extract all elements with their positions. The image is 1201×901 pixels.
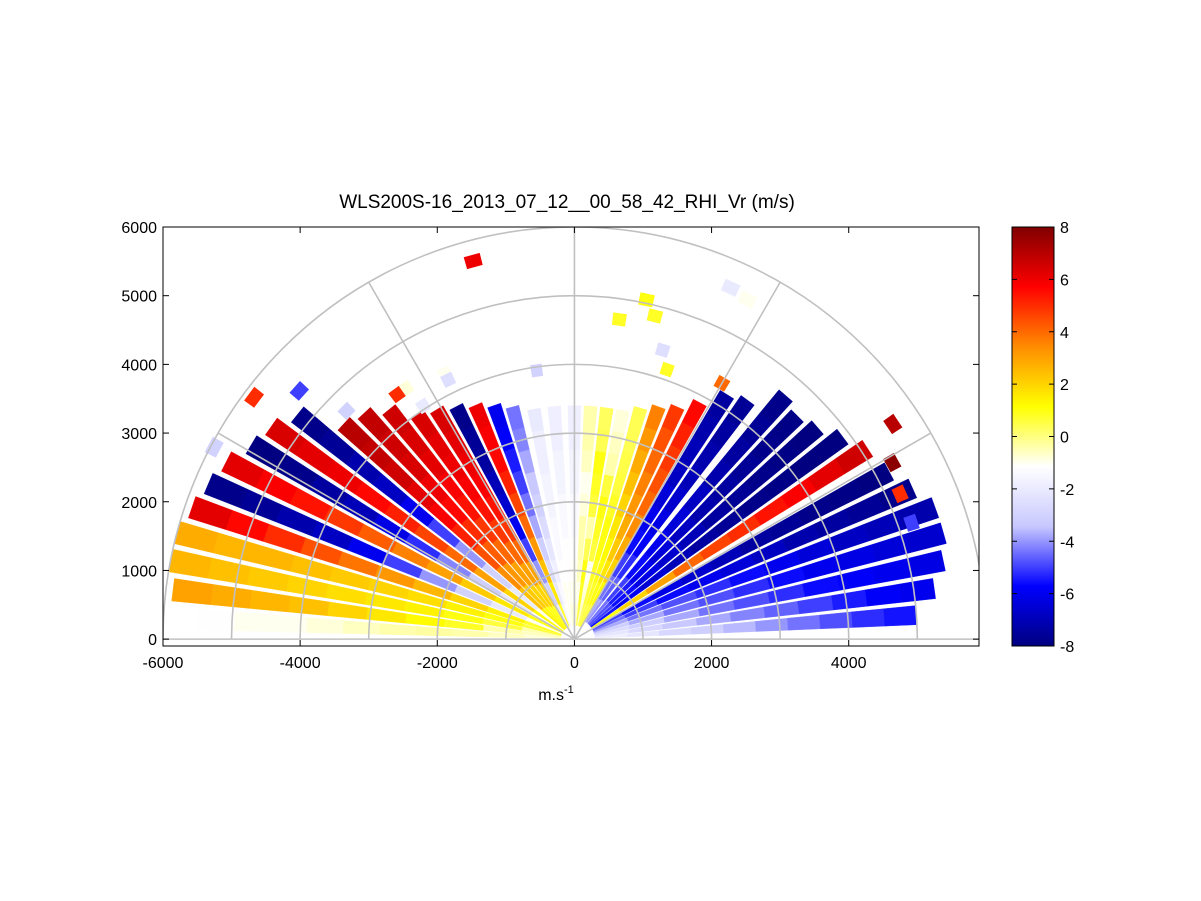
beam-2-gate-9 xyxy=(906,550,946,578)
beam-22-gate-8 xyxy=(549,427,564,452)
scattered-gate-10 xyxy=(611,312,627,327)
x-axis-ticks: -6000 -4000 -2000 0 2000 4000 xyxy=(143,227,867,672)
beam-27-gate-9 xyxy=(449,403,474,432)
beam-0-gate-8 xyxy=(851,608,886,628)
beam-8-gate-9 xyxy=(812,428,849,463)
beam-22-gate-9 xyxy=(547,405,563,430)
beam-18-gate-9 xyxy=(612,409,630,434)
spoke-120 xyxy=(368,281,576,640)
beam-15-gate-9 xyxy=(661,403,685,432)
beam-6-gate-9 xyxy=(855,462,895,496)
beam-42-gate-9 xyxy=(197,608,235,632)
beam-14-gate-9 xyxy=(681,398,707,429)
beam-31-gate-9 xyxy=(357,407,391,441)
beam-28-gate-9 xyxy=(430,405,456,436)
polar-grid xyxy=(163,227,979,640)
x-tick-label: 4000 xyxy=(831,655,867,672)
colorbar-tick-label: 8 xyxy=(1060,220,1069,237)
beam-17-gate-9 xyxy=(628,406,648,432)
beam-24-gate-9 xyxy=(505,405,525,431)
colorbar-tick-label: -8 xyxy=(1060,639,1074,656)
scattered-gate-9 xyxy=(654,342,671,358)
colorbar-tick-label: -6 xyxy=(1060,587,1074,604)
scattered-gate-22 xyxy=(204,436,224,458)
colorbar-tick-label: 6 xyxy=(1060,272,1069,289)
beam-33-gate-9 xyxy=(290,406,330,444)
x-tick-label: 0 xyxy=(570,655,579,672)
beam-20-gate-9 xyxy=(583,405,598,429)
beam-42-gate-8 xyxy=(233,611,272,632)
beam-12-gate-9 xyxy=(725,395,755,428)
spoke-60 xyxy=(573,281,781,640)
colorbar-tick-label: 2 xyxy=(1060,377,1069,394)
beam-19-gate-9 xyxy=(597,406,614,431)
beam-11-gate-9 xyxy=(759,389,793,424)
scattered-gate-5 xyxy=(414,397,432,415)
beam-41-gate-9 xyxy=(171,578,214,605)
beam-26-gate-9 xyxy=(468,402,491,431)
beam-35-gate-9 xyxy=(245,435,288,472)
scattered-gate-13 xyxy=(440,371,457,388)
beam-30-gate-9 xyxy=(382,404,413,437)
chart-title: WLS200S-16_2013_07_12__00_58_42_RHI_Vr (… xyxy=(339,192,795,213)
y-axis-ticks: 0 1000 2000 3000 4000 5000 6000 xyxy=(121,220,979,649)
x-tick-label: -6000 xyxy=(143,655,184,672)
x-tick-label: -2000 xyxy=(417,655,458,672)
colorbar: 8 6 4 2 0 -2 -4 -6 -8 xyxy=(1011,220,1074,656)
beam-0-gate-9 xyxy=(883,605,918,627)
beam-20-gate-7 xyxy=(581,449,594,473)
beam-7-gate-9 xyxy=(834,439,874,475)
beam-32-gate-9 xyxy=(337,417,372,451)
scattered-gate-16 xyxy=(289,381,309,401)
scattered-gate-18 xyxy=(883,413,903,435)
scattered-gate-19 xyxy=(891,484,909,504)
beam-3-gate-9 xyxy=(905,522,947,553)
beam-37-gate-9 xyxy=(203,473,248,509)
beam-23-gate-9 xyxy=(527,407,544,433)
y-tick-label: 1000 xyxy=(121,563,157,580)
colorbar-tick-label: -4 xyxy=(1060,534,1074,551)
x-axis-label: m.s-1 xyxy=(538,684,574,704)
colorbar-tick-label: 0 xyxy=(1060,430,1069,447)
plot-frame xyxy=(162,226,980,647)
beam-36-gate-9 xyxy=(221,451,265,488)
y-tick-label: 4000 xyxy=(121,357,157,374)
beam-34-gate-9 xyxy=(265,417,307,455)
beam-25-gate-9 xyxy=(487,402,508,430)
y-tick-label: 5000 xyxy=(121,289,157,306)
beam-38-gate-9 xyxy=(188,496,233,530)
beam-1-gate-9 xyxy=(898,578,936,603)
y-tick-label: 6000 xyxy=(121,220,157,237)
scattered-gate-0 xyxy=(463,252,483,270)
colorbar-tick-label: -2 xyxy=(1060,482,1074,499)
x-tick-label: 2000 xyxy=(694,655,730,672)
scattered-gate-7 xyxy=(659,361,675,378)
colorbar-gradient xyxy=(1011,226,1055,647)
x-tick-label: -4000 xyxy=(280,655,321,672)
y-tick-label: 0 xyxy=(148,632,157,649)
scattered-gate-15 xyxy=(337,401,356,420)
beam-9-gate-9 xyxy=(789,420,824,454)
colorbar-tick-label: 4 xyxy=(1060,325,1069,342)
scattered-gate-2 xyxy=(737,290,758,309)
beam-42-gate-6 xyxy=(306,617,344,634)
y-tick-label: 2000 xyxy=(121,495,157,512)
scattered-gate-4 xyxy=(646,308,664,324)
scattered-gate-14 xyxy=(388,385,406,404)
scattered-gate-21 xyxy=(903,513,920,532)
beam-16-gate-9 xyxy=(644,404,666,432)
scattered-gate-1 xyxy=(720,278,741,297)
beam-20-gate-8 xyxy=(582,427,596,451)
spoke-30 xyxy=(574,432,932,640)
scattered-gate-17 xyxy=(244,386,264,408)
y-tick-label: 3000 xyxy=(121,426,157,443)
spoke-150 xyxy=(217,432,575,640)
beam-10-gate-9 xyxy=(770,409,804,443)
